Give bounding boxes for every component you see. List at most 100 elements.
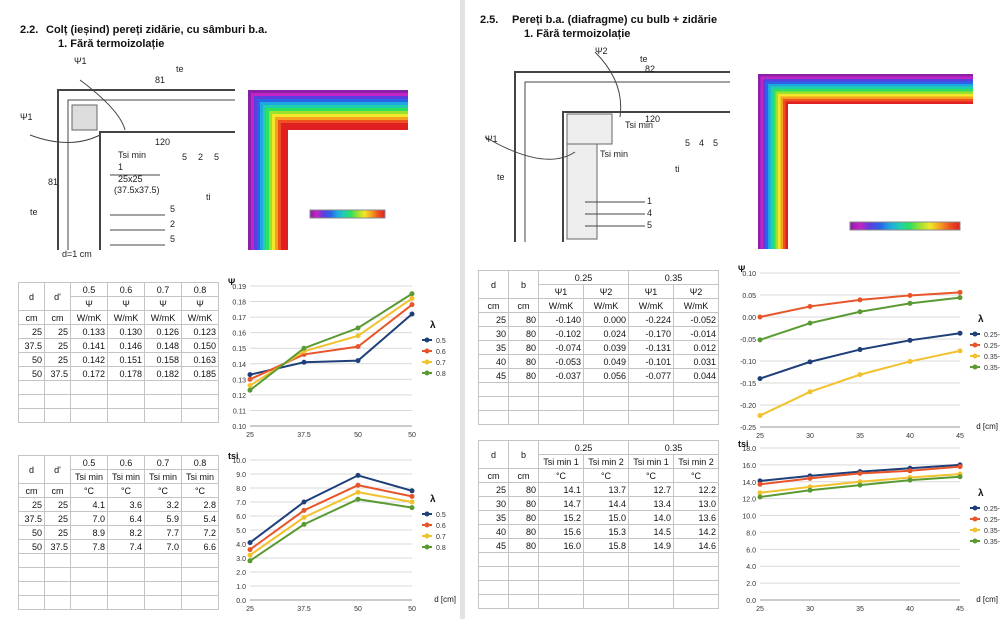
y-tick-label: 0.0 <box>746 598 756 605</box>
blank-row <box>19 381 219 395</box>
data-point <box>808 476 813 481</box>
data-point <box>248 383 253 388</box>
y-tick-label: 2.0 <box>236 570 246 577</box>
y-tick-label: 4.0 <box>236 542 246 549</box>
diagram-label: ti <box>675 164 680 174</box>
blank-cell <box>629 411 674 425</box>
table-cell: 80 <box>509 355 539 369</box>
legend-marker <box>973 354 978 359</box>
section-number: 2.2. <box>20 24 38 36</box>
legend-marker <box>425 534 430 539</box>
legend-marker <box>425 360 430 365</box>
bulb <box>567 114 612 144</box>
x-tick-label: 50 <box>408 606 416 613</box>
thermal-image <box>248 90 408 250</box>
blank-cell <box>19 554 45 568</box>
blank-cell <box>182 582 219 596</box>
x-tick-label: 45 <box>956 606 964 613</box>
blank-cell <box>145 409 182 423</box>
blank-cell <box>584 411 629 425</box>
heat-scale <box>850 222 960 230</box>
data-point <box>758 315 763 320</box>
data-point <box>958 474 963 479</box>
table-cell: 15.6 <box>539 525 584 539</box>
data-point <box>410 312 415 317</box>
legend-label: 0.8 <box>436 371 446 378</box>
table-cell: 5.4 <box>182 512 219 526</box>
blank-cell <box>19 582 45 596</box>
data-point <box>302 360 307 365</box>
blank-cell <box>19 596 45 610</box>
data-row: 37.5257.06.45.95.4 <box>19 512 219 526</box>
blank-row <box>19 582 219 596</box>
diagram-label: 5 <box>182 152 187 162</box>
data-point <box>908 359 913 364</box>
blank-cell <box>509 595 539 609</box>
table-cell: 25 <box>45 339 71 353</box>
diagram-label: ti <box>206 192 211 202</box>
column-header: d <box>19 283 45 311</box>
table-cell: 2.8 <box>182 498 219 512</box>
y-tick-label: 6.0 <box>236 514 246 521</box>
data-point <box>958 290 963 295</box>
legend-title: λ <box>430 320 436 331</box>
table-cell: 0.024 <box>584 327 629 341</box>
legend-label: 0.35-2 <box>984 539 1000 546</box>
x-axis-label: d [cm] <box>976 595 998 604</box>
data-point <box>958 464 963 469</box>
unit-row: cmcmW/mKW/mKW/mKW/mK <box>19 311 219 325</box>
y-tick-label: 0.12 <box>232 393 246 400</box>
blank-cell <box>584 397 629 411</box>
blank-cell <box>539 595 584 609</box>
data-point <box>356 344 361 349</box>
heat-scale <box>310 210 385 218</box>
table-cell: 12.2 <box>674 483 719 497</box>
blank-cell <box>145 381 182 395</box>
table-cell: 0.126 <box>145 325 182 339</box>
table-cell: 0.158 <box>145 353 182 367</box>
diagram-label: Ψ1 <box>20 112 33 122</box>
blank-cell <box>674 567 719 581</box>
x-tick-label: 25 <box>246 432 254 439</box>
column-unit: cm <box>45 484 71 498</box>
diagram-label: 1 <box>118 162 123 172</box>
series-line <box>760 298 960 340</box>
blank-cell <box>629 567 674 581</box>
legend-label: 0.25-1 <box>984 332 1000 339</box>
data-row: 50250.1420.1510.1580.163 <box>19 353 219 367</box>
column-subheader: Tsi min <box>182 470 219 484</box>
data-point <box>356 483 361 488</box>
x-tick-label: 30 <box>806 606 814 613</box>
column-unit: °C <box>145 484 182 498</box>
column-header: d <box>479 441 509 469</box>
table-cell: 5.9 <box>145 512 182 526</box>
legend-label: 0.6 <box>436 523 446 530</box>
blank-cell <box>71 568 108 582</box>
data-point <box>858 372 863 377</box>
blank-cell <box>629 581 674 595</box>
table-cell: 4.1 <box>71 498 108 512</box>
x-axis-label: d [cm] <box>434 595 456 604</box>
y-tick-label: 0.11 <box>233 408 246 415</box>
data-row: 37.5250.1410.1460.1480.150 <box>19 339 219 353</box>
blank-cell <box>108 582 145 596</box>
table-cell: 6.4 <box>108 512 145 526</box>
column-unit: °C <box>71 484 108 498</box>
column-subheader: Tsi min <box>108 470 145 484</box>
y-tick-label: 7.0 <box>236 500 246 507</box>
legend-label: 0.5 <box>436 512 446 519</box>
data-point <box>356 497 361 502</box>
column-unit: W/mK <box>584 299 629 313</box>
data-point <box>248 558 253 563</box>
data-point <box>908 301 913 306</box>
table-cell: 0.178 <box>108 367 145 381</box>
blank-cell <box>539 411 584 425</box>
table-cell: 15.0 <box>584 511 629 525</box>
y-tick-label: 0.18 <box>232 300 246 307</box>
blank-cell <box>674 397 719 411</box>
data-point <box>356 490 361 495</box>
table-cell: 14.1 <box>539 483 584 497</box>
legend-label: 0.35-2 <box>984 365 1000 372</box>
blank-cell <box>584 567 629 581</box>
